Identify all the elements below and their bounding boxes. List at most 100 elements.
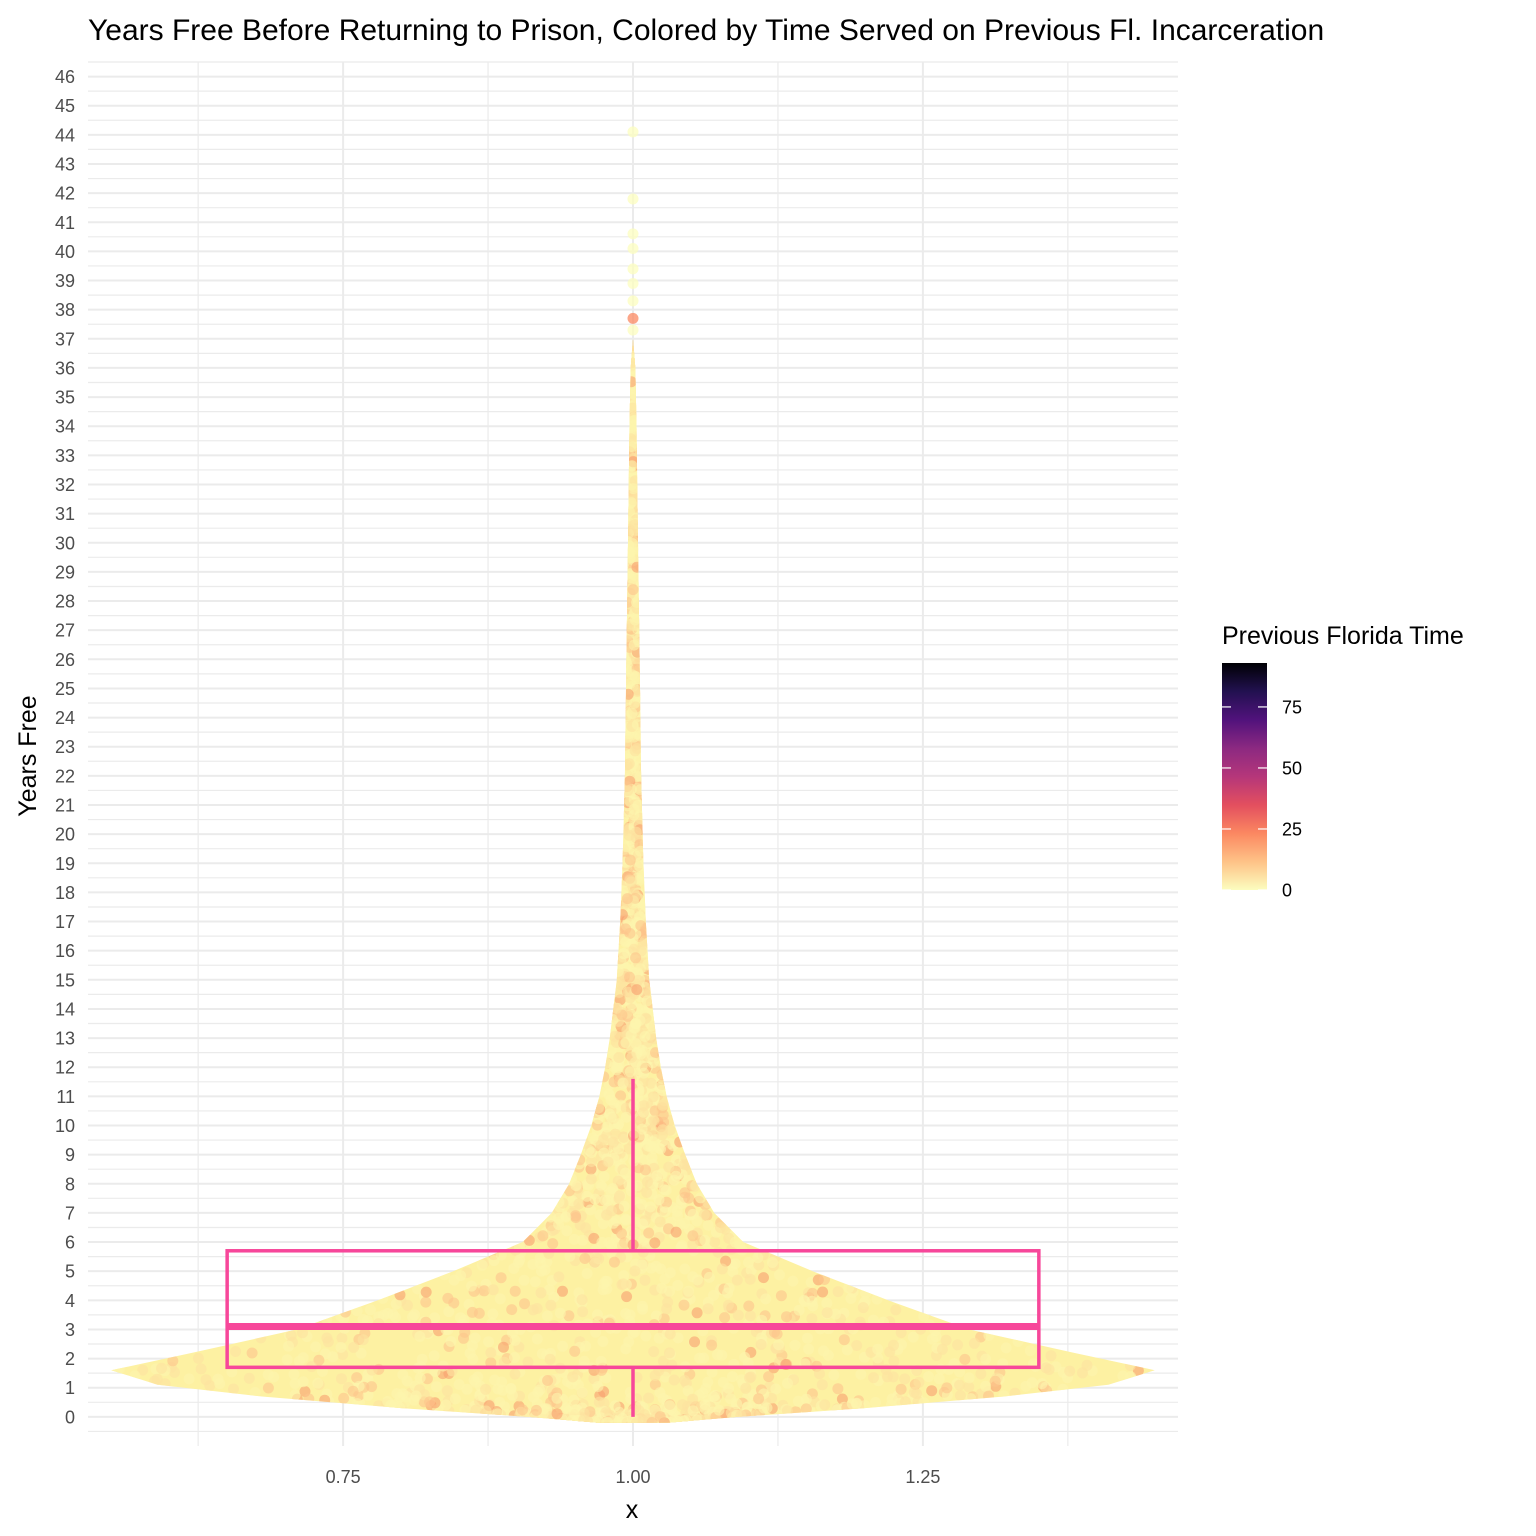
jitter-point <box>313 1354 325 1366</box>
jitter-point <box>643 1227 655 1239</box>
jitter-point <box>535 1287 547 1299</box>
y-tick-label: 24 <box>55 708 75 728</box>
jitter-point <box>519 1298 530 1310</box>
jitter-point <box>639 1031 651 1042</box>
jitter-point <box>414 1331 426 1342</box>
jitter-point <box>585 1204 596 1216</box>
jitter-point <box>1124 1360 1136 1372</box>
jitter-point <box>167 1355 179 1367</box>
jitter-point <box>508 1263 520 1274</box>
jitter-point <box>608 1097 620 1109</box>
jitter-point <box>689 1336 700 1348</box>
jitter-point <box>615 979 627 991</box>
jitter-point <box>803 1343 815 1355</box>
jitter-point <box>557 1285 568 1297</box>
jitter-point <box>641 995 653 1007</box>
y-tick-label: 4 <box>65 1291 75 1311</box>
y-tick-label: 37 <box>55 329 75 349</box>
jitter-point <box>975 1368 987 1380</box>
jitter-point <box>983 1329 995 1341</box>
jitter-point <box>408 1394 420 1406</box>
jitter-point <box>319 1394 331 1406</box>
jitter-point <box>506 1304 518 1316</box>
jitter-point <box>913 1376 925 1388</box>
jitter-point <box>756 1314 768 1326</box>
jitter-point <box>412 1283 423 1295</box>
jitter-point <box>695 1192 707 1204</box>
jitter-point <box>597 1134 609 1146</box>
jitter-point <box>542 1375 554 1386</box>
y-tick-label: 45 <box>55 96 75 116</box>
outlier-point <box>627 312 639 324</box>
jitter-point <box>753 1393 765 1405</box>
y-tick-label: 5 <box>65 1262 75 1282</box>
y-tick-label: 42 <box>55 184 75 204</box>
jitter-point <box>963 1372 975 1384</box>
jitter-point <box>596 1236 608 1248</box>
jitter-point <box>564 1250 576 1262</box>
jitter-point <box>1020 1380 1032 1392</box>
jitter-point <box>625 1029 637 1041</box>
y-tick-label: 29 <box>55 562 75 582</box>
jitter-point <box>531 1333 543 1345</box>
jitter-point <box>624 1066 636 1078</box>
jitter-point <box>335 1341 347 1353</box>
jitter-point <box>626 538 638 549</box>
jitter-point <box>595 1355 607 1367</box>
jitter-point <box>626 357 638 369</box>
jitter-point <box>703 1271 715 1283</box>
colorbar-ticks: 0 25 50 75 <box>1222 697 1302 901</box>
jitter-point <box>249 1387 261 1398</box>
jitter-point <box>691 1414 703 1423</box>
jitter-point <box>716 1263 728 1275</box>
jitter-point <box>691 1274 703 1286</box>
jitter-point <box>649 1105 661 1117</box>
jitter-point <box>614 1190 626 1202</box>
jitter-point <box>625 876 637 888</box>
jitter-point <box>637 1154 649 1166</box>
jitter-point <box>918 1397 930 1409</box>
jitter-point <box>940 1334 952 1346</box>
jitter-point <box>670 1226 682 1238</box>
jitter-point <box>537 1230 549 1242</box>
jitter-point <box>828 1369 840 1381</box>
y-tick-label: 14 <box>55 999 75 1019</box>
jitter-point <box>998 1390 1010 1402</box>
jitter-point <box>758 1272 769 1284</box>
jitter-point <box>509 1352 520 1363</box>
jitter-point <box>968 1337 980 1349</box>
jitter-point <box>1036 1378 1048 1390</box>
jitter-point <box>814 1368 825 1380</box>
jitter-point <box>830 1308 841 1320</box>
y-tick-label: 12 <box>55 1058 75 1078</box>
jitter-point <box>509 1334 521 1346</box>
jitter-point <box>592 1309 603 1321</box>
jitter-point <box>621 893 633 905</box>
jitter-point <box>620 936 632 948</box>
jitter-point <box>1009 1387 1021 1399</box>
jitter-point <box>822 1349 834 1361</box>
jitter-point <box>598 1278 610 1290</box>
jitter-point <box>338 1392 350 1404</box>
jitter-point <box>630 952 642 964</box>
y-tick-label: 3 <box>65 1320 75 1340</box>
jitter-point <box>655 1263 667 1275</box>
jitter-point <box>529 1276 541 1288</box>
jitter-point <box>487 1308 499 1320</box>
jitter-point <box>448 1297 460 1309</box>
jitter-point <box>618 1270 630 1282</box>
jitter-point <box>394 1391 406 1403</box>
jitter-point <box>732 1309 744 1321</box>
jitter-point <box>657 1099 669 1111</box>
jitter-point <box>497 1384 509 1396</box>
jitter-point <box>169 1366 180 1378</box>
jitter-point <box>640 1330 652 1342</box>
jitter-point <box>626 1051 638 1063</box>
jitter-point <box>648 1346 660 1358</box>
jitter-point <box>498 1356 510 1368</box>
jitter-point <box>476 1259 488 1271</box>
jitter-point <box>547 1238 559 1250</box>
jitter-point <box>443 1306 455 1318</box>
jitter-point <box>137 1364 149 1376</box>
jitter-point <box>607 1217 619 1229</box>
